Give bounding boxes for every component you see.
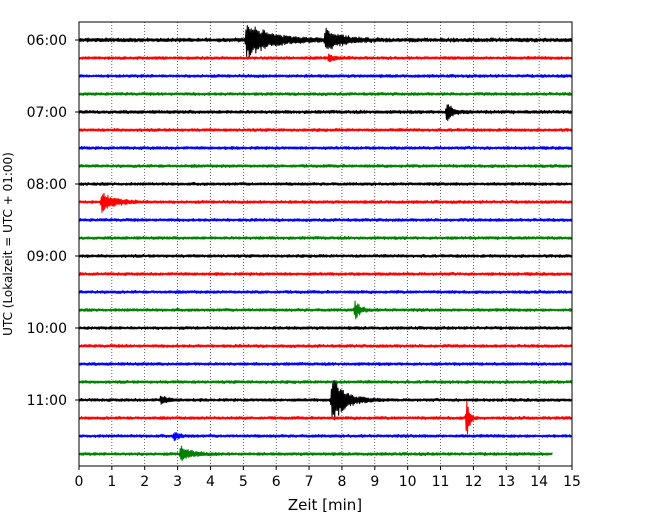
trace-line	[78, 379, 573, 421]
trace-line	[78, 400, 573, 435]
trace-line	[78, 192, 573, 213]
trace-line	[78, 91, 573, 97]
x-axis-label: Zeit [min]	[288, 496, 362, 514]
y-tick-label: 10:00	[27, 321, 67, 337]
y-axis-label: UTC (Lokalzeit = UTC + 01:00)	[1, 152, 15, 336]
trace-line	[78, 343, 573, 349]
y-axis-ticks: 06:00 07:00 08:00 09:00 10:00 11:00	[27, 33, 79, 409]
y-tick-label: 09:00	[27, 249, 67, 265]
x-tick-label: 0	[75, 474, 84, 490]
x-tick-label: 3	[173, 474, 182, 490]
x-tick-label: 7	[305, 474, 314, 490]
y-tick-label: 07:00	[27, 105, 67, 121]
trace-line	[78, 127, 573, 133]
x-tick-label: 8	[337, 474, 346, 490]
trace-line	[78, 53, 573, 63]
plot-frame	[78, 21, 573, 467]
x-tick-label: 11	[432, 474, 450, 490]
trace-line	[78, 73, 573, 79]
trace-line	[78, 432, 573, 442]
trace-line	[78, 163, 573, 169]
x-tick-label: 12	[464, 474, 482, 490]
trace-line	[78, 271, 573, 277]
trace-line	[78, 445, 553, 462]
trace-line	[78, 104, 573, 122]
trace-line	[78, 325, 573, 331]
trace-line	[78, 181, 573, 187]
trace-line	[78, 235, 573, 241]
trace-line	[78, 25, 573, 58]
x-tick-label: 14	[530, 474, 548, 490]
x-tick-label: 10	[399, 474, 417, 490]
y-tick-label: 08:00	[27, 177, 67, 193]
trace-line	[78, 145, 573, 151]
x-tick-label: 6	[272, 474, 281, 490]
x-axis-ticks: 0 1 2 3 4 5 6 7 8 9 10 11 12 13 14 15	[75, 466, 581, 490]
y-tick-label: 06:00	[27, 33, 67, 49]
x-tick-label: 4	[206, 474, 215, 490]
trace-line	[78, 379, 573, 385]
x-tick-label: 9	[370, 474, 379, 490]
x-tick-label: 13	[497, 474, 515, 490]
trace-line	[78, 289, 573, 295]
trace-line	[78, 300, 573, 320]
x-tick-label: 2	[140, 474, 149, 490]
x-tick-label: 5	[239, 474, 248, 490]
trace-line	[78, 361, 573, 367]
x-tick-label: 15	[563, 474, 581, 490]
trace-line	[78, 253, 573, 259]
y-tick-label: 11:00	[27, 393, 67, 409]
seismic-traces	[78, 25, 573, 462]
trace-line	[78, 217, 573, 223]
x-tick-label: 1	[107, 474, 116, 490]
